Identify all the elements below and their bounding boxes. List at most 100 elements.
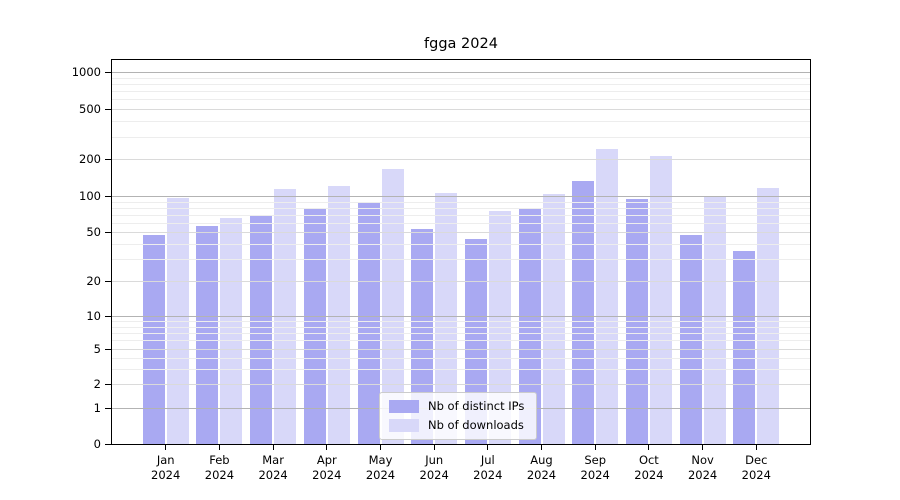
y-tick-label: 500 <box>79 102 101 116</box>
minor-gridline <box>112 326 810 328</box>
bar-downloads-sep <box>596 149 619 444</box>
bar-downloads-may <box>381 169 404 444</box>
bar-downloads-feb <box>220 218 243 444</box>
y-tick-mark <box>105 158 112 160</box>
x-tick-label: Mar 2024 <box>258 453 288 482</box>
legend-entry-downloads: Nb of downloads <box>389 419 524 432</box>
bar-downloads-jun <box>435 193 458 444</box>
chart-title: fgga 2024 <box>424 36 498 52</box>
bar-distinct-ips-dec <box>733 251 756 444</box>
x-tick-mark <box>755 444 757 450</box>
x-tick-label: Sep 2024 <box>580 453 610 482</box>
bar-downloads-apr <box>327 186 350 444</box>
y-tick-mark <box>105 443 112 445</box>
minor-gridline <box>112 121 810 123</box>
bar-downloads-jan <box>166 197 189 444</box>
x-tick-mark <box>433 444 435 450</box>
y-tick-label: 20 <box>86 274 101 288</box>
x-tick-label: Apr 2024 <box>312 453 342 482</box>
minor-gridline <box>112 368 810 370</box>
x-tick-label: May 2024 <box>365 453 396 482</box>
bar-distinct-ips-jan <box>142 235 165 444</box>
legend-label-downloads: Nb of downloads <box>428 418 524 432</box>
y-tick-mark <box>105 108 112 110</box>
minor-gridline <box>112 207 810 209</box>
x-tick-label: Aug 2024 <box>526 453 557 482</box>
gridline <box>112 232 810 233</box>
x-tick-mark <box>541 444 542 450</box>
y-tick-mark <box>105 407 112 409</box>
minor-gridline <box>112 136 810 138</box>
gridline <box>112 281 810 282</box>
bar-downloads-dec <box>757 187 780 444</box>
x-tick-mark <box>272 444 274 450</box>
bar-distinct-ips-mar <box>250 214 273 444</box>
gridline <box>112 316 810 317</box>
y-tick-mark <box>105 231 112 233</box>
minor-gridline <box>112 222 810 224</box>
x-tick-label: Jan 2024 <box>151 453 181 482</box>
x-tick-mark <box>702 444 704 450</box>
bar-distinct-ips-apr <box>303 208 326 444</box>
x-tick-label: Feb 2024 <box>204 453 235 482</box>
minor-gridline <box>112 243 810 245</box>
y-tick-label: 100 <box>79 189 101 203</box>
gridline <box>112 159 810 160</box>
gridline <box>112 349 810 350</box>
x-tick-mark <box>380 444 381 450</box>
legend-swatch-downloads <box>389 419 419 432</box>
y-tick-label: 50 <box>86 225 101 239</box>
bar-distinct-ips-nov <box>679 235 702 444</box>
gridline <box>112 196 810 197</box>
bar-distinct-ips-jun <box>411 229 434 444</box>
gridline <box>112 384 810 385</box>
x-tick-label: Dec 2024 <box>741 453 771 482</box>
gridline <box>112 109 810 110</box>
x-tick-label: Oct 2024 <box>634 453 664 482</box>
y-tick-mark <box>105 195 112 197</box>
minor-gridline <box>112 91 810 92</box>
minor-gridline <box>112 340 810 342</box>
y-tick-mark <box>105 280 112 282</box>
x-tick-mark <box>165 444 167 450</box>
minor-gridline <box>112 333 810 334</box>
minor-gridline <box>112 99 810 101</box>
y-tick-mark <box>105 315 112 317</box>
bar-downloads-aug <box>542 194 565 444</box>
x-tick-label: Jun 2024 <box>419 453 449 482</box>
bar-downloads-oct <box>649 156 672 444</box>
minor-gridline <box>112 259 810 261</box>
minor-gridline <box>112 214 810 216</box>
y-tick-label: 1 <box>93 401 101 415</box>
legend: Nb of distinct IPs Nb of downloads <box>379 392 538 440</box>
x-tick-mark <box>326 444 328 450</box>
bar-distinct-ips-aug <box>518 208 541 444</box>
x-tick-label: Nov 2024 <box>687 453 718 482</box>
y-tick-label: 1000 <box>71 65 101 79</box>
gridline <box>112 72 810 73</box>
y-tick-mark <box>105 383 112 385</box>
y-tick-label: 5 <box>93 342 101 356</box>
y-tick-label: 10 <box>86 309 101 323</box>
legend-entry-distinct-ips: Nb of distinct IPs <box>389 400 524 413</box>
minor-gridline <box>112 77 810 79</box>
minor-gridline <box>112 83 810 85</box>
x-tick-mark <box>487 444 489 450</box>
bar-downloads-nov <box>703 196 726 444</box>
x-tick-mark <box>594 444 596 450</box>
bar-distinct-ips-feb <box>196 226 219 444</box>
y-tick-mark <box>105 348 112 350</box>
y-tick-label: 2 <box>93 377 101 391</box>
bar-distinct-ips-sep <box>572 180 595 444</box>
y-tick-label: 200 <box>79 152 101 166</box>
y-tick-label: 0 <box>93 437 101 451</box>
legend-swatch-distinct-ips <box>389 400 419 413</box>
legend-label-distinct-ips: Nb of distinct IPs <box>428 399 525 413</box>
minor-gridline <box>112 201 810 203</box>
bar-distinct-ips-may <box>357 201 380 444</box>
x-tick-mark <box>648 444 650 450</box>
x-tick-label: Jul 2024 <box>473 453 503 482</box>
x-tick-mark <box>218 444 220 450</box>
minor-gridline <box>112 357 810 359</box>
